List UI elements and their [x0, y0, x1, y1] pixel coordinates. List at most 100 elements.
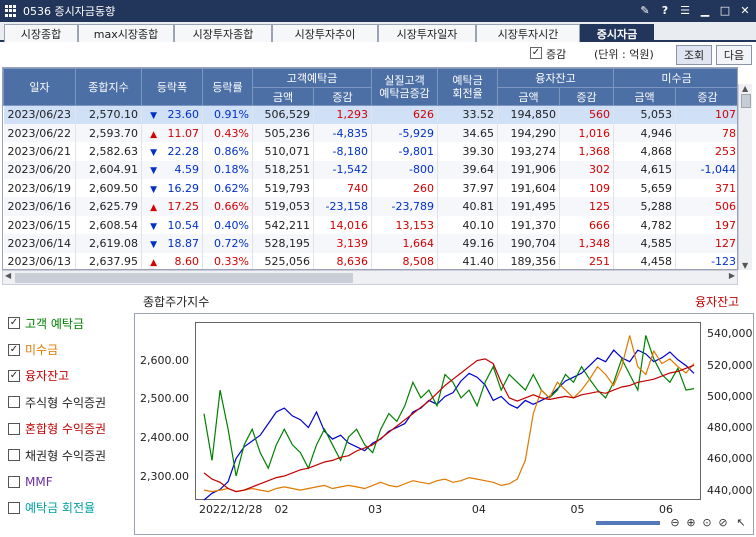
minimize-icon[interactable]: ▁: [700, 3, 710, 17]
close-icon[interactable]: ✕: [740, 3, 750, 17]
table-row[interactable]: 2023/06/16 2,625.79 ▲ 17.25 0.66% 519,053 -23,…: [3, 197, 737, 216]
cell-deposit-delta: 14,016: [313, 215, 373, 235]
header-index[interactable]: 종합지수: [75, 68, 142, 106]
down-arrow-icon: ▼: [150, 184, 157, 195]
header-real-deposit[interactable]: 실질고객 예탁금증감: [371, 68, 439, 106]
cursor-icon[interactable]: ↖: [736, 516, 746, 529]
checkbox[interactable]: [8, 475, 20, 488]
help-icon[interactable]: ?: [661, 3, 669, 17]
series-line-4: [203, 358, 695, 493]
series-checkbox-row[interactable]: ✓ 융자잔고: [8, 363, 133, 389]
tab-market-funds[interactable]: 증시자금: [580, 24, 654, 42]
scroll-left-icon[interactable]: ◀: [5, 271, 12, 280]
tab-market-invest-date[interactable]: 시장투자일자: [378, 24, 476, 42]
tab-market-summary[interactable]: 시장종합: [4, 24, 78, 42]
header-receivable[interactable]: 미수금: [613, 68, 737, 88]
scroll-thumb[interactable]: [741, 94, 751, 108]
maximize-icon[interactable]: □: [719, 3, 731, 17]
cell-real-deposit: -23,789: [371, 197, 439, 216]
menu-icon[interactable]: ☰: [680, 3, 690, 17]
tab-market-invest-summary[interactable]: 시장투자종합: [174, 24, 272, 42]
checkbox[interactable]: ✓: [8, 369, 20, 382]
table-row[interactable]: 2023/06/14 2,619.08 ▼ 18.87 0.72% 528,195 3,13…: [3, 234, 737, 253]
header-turnover[interactable]: 예탁금 회전율: [437, 68, 499, 106]
x-tick: 03: [368, 503, 383, 516]
tab-market-invest-time[interactable]: 시장투자시간: [476, 24, 580, 42]
cell-change: ▼ 16.29: [141, 179, 203, 198]
header-deposit[interactable]: 고객예탁금: [251, 68, 373, 88]
tab-market-invest-trend[interactable]: 시장투자추이: [272, 24, 378, 42]
zoom-fit-icon[interactable]: ⊙: [702, 516, 712, 529]
checkbox[interactable]: ✓: [8, 343, 20, 356]
zoom-out-icon[interactable]: ⊖: [670, 516, 680, 529]
table-horizontal-scrollbar[interactable]: ◀ ▶: [2, 270, 738, 285]
cell-rate: 0.62%: [202, 179, 253, 198]
cell-deposit: 505,236: [252, 123, 314, 143]
cell-deposit: 518,251: [252, 160, 314, 180]
cell-rate: 0.33%: [202, 252, 253, 269]
cell-change: ▲ 11.07: [141, 123, 203, 143]
checkbox[interactable]: [8, 449, 20, 462]
series-checkbox-row[interactable]: ✓ 고객 예탁금: [8, 310, 133, 336]
cell-turnover: 33.52: [437, 105, 499, 124]
zoom-reset-icon[interactable]: ⊘: [718, 516, 728, 529]
header-date[interactable]: 일자: [3, 68, 76, 106]
table-vertical-scrollbar[interactable]: ▲ ▼: [738, 84, 752, 270]
cell-turnover: 49.16: [437, 234, 499, 253]
header-rate[interactable]: 등락률: [202, 68, 253, 106]
cell-index: 2,619.08: [75, 234, 142, 253]
checkbox[interactable]: [8, 501, 20, 514]
chart-box: ▪종합지수▪고객예탁금▪미수금▪융자잔고 2,600.002,500.002,4…: [134, 313, 754, 535]
h-scroll-thumb[interactable]: [15, 273, 353, 283]
scroll-right-icon[interactable]: ▶: [728, 271, 735, 280]
tab-bar: 시장종합 max시장종합 시장투자종합 시장투자추이 시장투자일자 시장투자시간…: [0, 22, 756, 42]
cell-real-deposit: -800: [371, 160, 439, 180]
table-row[interactable]: 2023/06/21 2,582.63 ▼ 22.28 0.86% 510,071 -8,1…: [3, 142, 737, 161]
table-row[interactable]: 2023/06/19 2,609.50 ▼ 16.29 0.62% 519,793 740 2…: [3, 179, 737, 198]
series-checkbox-row[interactable]: ✓ 미수금: [8, 336, 133, 362]
pin-icon[interactable]: ✎: [640, 3, 650, 17]
zoom-slider[interactable]: [596, 521, 660, 525]
up-arrow-icon: ▲: [150, 129, 157, 140]
cell-receivable: 4,585: [613, 234, 677, 253]
cell-real-deposit: 260: [371, 179, 439, 198]
series-checkbox-row[interactable]: 혼합형 수익증권: [8, 416, 133, 442]
cell-date: 2023/06/22: [3, 123, 76, 143]
scroll-up-icon[interactable]: ▲: [742, 84, 749, 93]
header-change[interactable]: 등락폭: [141, 68, 203, 106]
cell-credit: 191,604: [497, 179, 561, 198]
tab-max-market-summary[interactable]: max시장종합: [78, 24, 174, 42]
header-receivable-amount: 금액: [613, 87, 677, 106]
next-button[interactable]: 다음: [716, 45, 752, 65]
checkbox[interactable]: [8, 396, 20, 409]
unit-label: (단위 : 억원): [594, 48, 654, 61]
cell-turnover: 37.97: [437, 179, 499, 198]
series-checkbox-row[interactable]: 채권형 수익증권: [8, 442, 133, 468]
checkbox-label: 채권형 수익증권: [25, 448, 107, 463]
series-checkbox-row[interactable]: 예탁금 회전율: [8, 495, 133, 521]
table-row[interactable]: 2023/06/15 2,608.54 ▼ 10.54 0.40% 542,211 14,0…: [3, 215, 737, 235]
cell-credit-delta: 125: [559, 197, 615, 216]
table-row[interactable]: 2023/06/22 2,593.70 ▲ 11.07 0.43% 505,236 -4,8…: [3, 123, 737, 143]
plot-area[interactable]: [195, 322, 701, 501]
scroll-down-icon[interactable]: ▼: [742, 261, 749, 270]
checkbox[interactable]: ✓: [8, 317, 20, 330]
table-row[interactable]: 2023/06/23 2,570.10 ▼ 23.60 0.91% 506,529 1,29…: [3, 105, 737, 124]
cell-change: ▼ 23.60: [141, 105, 203, 124]
table-row[interactable]: 2023/06/20 2,604.91 ▼ 4.59 0.18% 518,251 -1,54…: [3, 160, 737, 180]
chart-right-title: 융자잔고: [695, 295, 740, 309]
app-menu-icon[interactable]: [5, 5, 17, 17]
series-checkbox-row[interactable]: 주식형 수익증권: [8, 389, 133, 415]
header-credit[interactable]: 융자잔고: [497, 68, 615, 88]
zoom-in-icon[interactable]: ⊕: [686, 516, 696, 529]
checkbox[interactable]: [8, 422, 20, 435]
change-checkbox[interactable]: ✓: [530, 47, 542, 59]
cell-receivable: 5,288: [613, 197, 677, 216]
cell-change: ▲ 8.60: [141, 252, 203, 269]
series-checkbox-row[interactable]: MMF: [8, 468, 133, 494]
table-row[interactable]: 2023/06/13 2,637.95 ▲ 8.60 0.33% 525,056 8,636…: [3, 252, 737, 269]
cell-turnover: 39.30: [437, 142, 499, 161]
query-button[interactable]: 조회: [676, 45, 712, 65]
cell-index: 2,609.50: [75, 179, 142, 198]
